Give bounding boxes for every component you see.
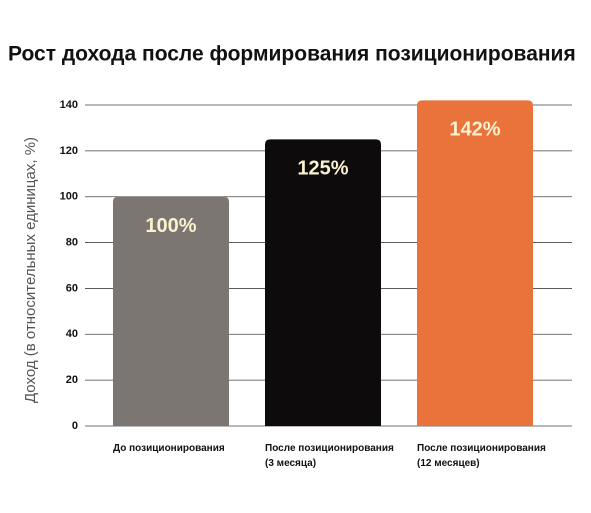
chart-title: Рост дохода после формирования позициони… — [8, 43, 576, 66]
bar — [417, 100, 533, 427]
y-tick-label: 20 — [66, 374, 78, 386]
y-tick-label: 100 — [60, 191, 78, 203]
bar — [113, 196, 229, 426]
y-tick-label: 120 — [60, 145, 78, 157]
y-tick-label: 80 — [66, 236, 78, 248]
x-tick-label: До позиционирования — [113, 443, 225, 454]
x-tick-label: После позиционирования (12 месяцев) — [417, 443, 546, 469]
value-label: 142% — [449, 119, 500, 141]
y-tick-label: 140 — [60, 99, 78, 111]
x-tick-label: После позиционирования (3 месяца) — [265, 443, 394, 469]
y-tick-label: 60 — [66, 282, 78, 294]
y-axis-label: Доход (в относительных единицах, %) — [22, 137, 39, 403]
value-label: 125% — [297, 158, 348, 180]
y-tick-label: 0 — [72, 420, 78, 432]
y-tick-label: 40 — [66, 328, 78, 340]
value-label: 100% — [145, 215, 196, 237]
bar — [265, 139, 381, 426]
